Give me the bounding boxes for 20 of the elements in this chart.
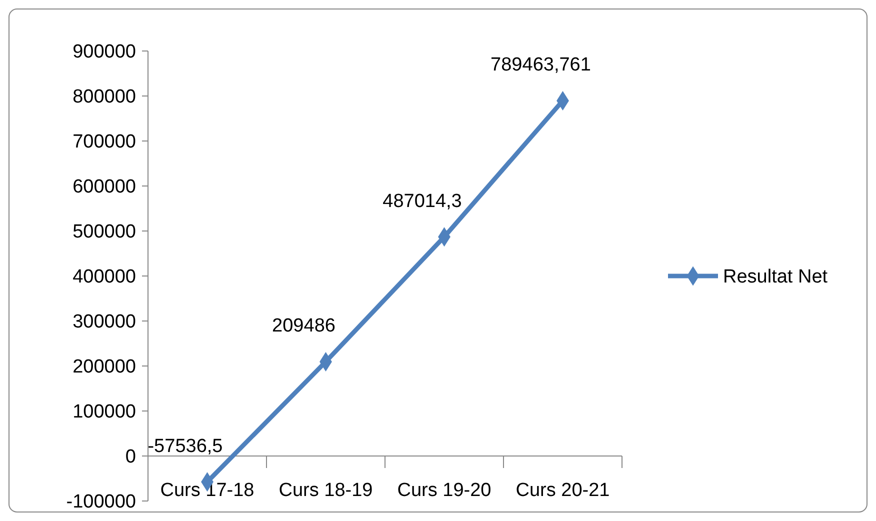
data-label: 487014,3 [382, 190, 462, 212]
y-tick-label: 800000 [72, 86, 136, 108]
x-tick-label: Curs 20-21 [516, 480, 610, 501]
legend-label: Resultat Net [723, 266, 828, 288]
data-label: 789463,761 [490, 54, 591, 76]
y-tick-label: 300000 [72, 312, 136, 333]
x-tick-label: Curs 19-20 [397, 480, 492, 501]
y-tick-label: -100000 [66, 492, 136, 513]
y-tick-label: 500000 [72, 222, 136, 243]
y-tick-label: 400000 [72, 266, 136, 288]
y-tick-label: 700000 [72, 132, 136, 153]
y-tick-label: 600000 [72, 176, 136, 198]
data-label: -57536,5 [148, 436, 223, 457]
y-tick-label: 0 [125, 446, 136, 468]
y-tick-label: 100000 [72, 402, 136, 423]
data-label: 209486 [272, 316, 336, 337]
x-tick-label: Curs 17-18 [160, 480, 254, 501]
y-tick-label: 900000 [72, 42, 136, 63]
y-tick-label: 200000 [72, 356, 136, 378]
x-tick-label: Curs 18-19 [278, 480, 373, 501]
